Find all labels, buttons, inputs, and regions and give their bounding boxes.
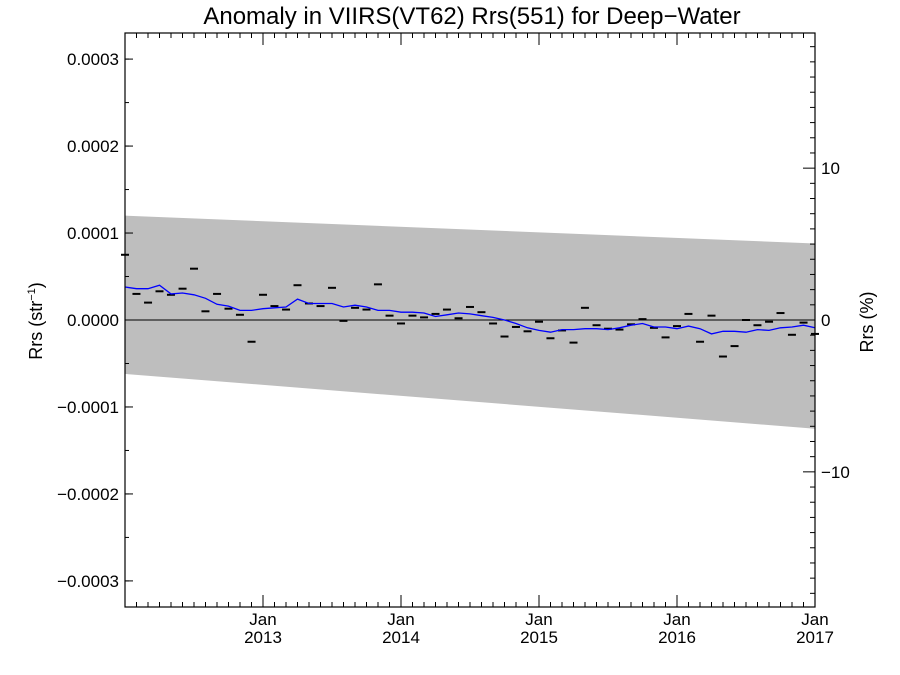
y-axis-label-left: Rrs (str−1) — [26, 282, 46, 360]
x-tick-label-month: Jan — [387, 610, 414, 629]
y-axis-label-left-sup: −1 — [26, 288, 38, 301]
y-tick-label-right: 10 — [821, 159, 840, 178]
x-tick-label-year: 2015 — [520, 628, 558, 647]
y-tick-label-left: 0.0001 — [67, 224, 119, 243]
x-tick-label-month: Jan — [249, 610, 276, 629]
y-tick-label-left: −0.0002 — [57, 485, 119, 504]
x-tick-label-year: 2016 — [658, 628, 696, 647]
y-tick-label-left: 0.0002 — [67, 137, 119, 156]
x-tick-label-year: 2014 — [382, 628, 420, 647]
y-axis-label-left-base: Rrs (str — [26, 301, 46, 360]
y-tick-label-right: 0 — [821, 311, 830, 330]
y-tick-label-left: 0.0000 — [67, 311, 119, 330]
y-axis-label-right: Rrs (%) — [857, 292, 877, 353]
x-tick-label-year: 2017 — [796, 628, 834, 647]
x-tick-label-month: Jan — [525, 610, 552, 629]
chart-title: Anomaly in VIIRS(VT62) Rrs(551) for Deep… — [203, 3, 740, 30]
x-tick-label-year: 2013 — [244, 628, 282, 647]
y-tick-label-right: −10 — [821, 463, 850, 482]
smoothed-line — [124, 284, 816, 335]
y-tick-label-left: −0.0001 — [57, 398, 119, 417]
plot-area: 0.0003 0.0002 0.0001 0.0000 −0.0001 −0.0002 −0… — [57, 32, 850, 647]
y-tick-label-left: 0.0003 — [67, 50, 119, 69]
y-axis-label-left-end: ) — [26, 282, 46, 288]
x-tick-label-month: Jan — [801, 610, 828, 629]
uncertainty-band — [125, 215, 815, 429]
y-tick-label-left: −0.0003 — [57, 572, 119, 591]
x-tick-label-month: Jan — [663, 610, 690, 629]
